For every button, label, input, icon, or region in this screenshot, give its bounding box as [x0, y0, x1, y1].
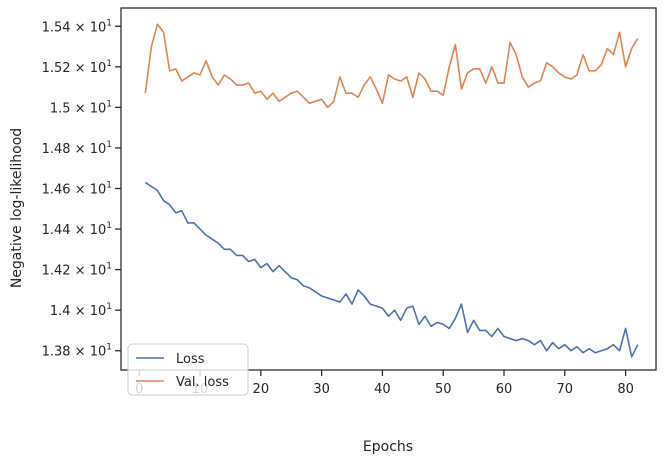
y-axis-ticks: 1.38 × 101 1.4 × 101 1.42 × 101 1.44 × 101 1…: [42, 18, 121, 360]
x-tick-label: 30: [313, 382, 330, 397]
y-tick-label: 1.5 × 101: [50, 99, 112, 116]
x-tick-label: 60: [496, 382, 513, 397]
y-tick-label: 1.48 × 101: [42, 140, 112, 157]
y-axis-label: Negative log-likelihood: [9, 128, 25, 288]
y-tick-label: 1.42 × 101: [42, 262, 112, 279]
y-tick-label: 1.38 × 101: [42, 343, 112, 360]
x-tick-label: 70: [557, 382, 574, 397]
x-axis-label: Epochs: [363, 439, 413, 455]
plot-background: [121, 8, 656, 370]
x-tick-label: 40: [374, 382, 391, 397]
y-tick-label: 1.44 × 101: [42, 221, 112, 238]
legend: Loss Val. loss: [127, 343, 249, 396]
legend-box: [127, 343, 249, 396]
series-line-val-loss: [144, 23, 639, 109]
y-tick-label: 1.46 × 101: [42, 180, 112, 197]
series-line-loss: [144, 181, 639, 358]
x-tick-label: 50: [435, 382, 452, 397]
y-tick-label: 1.4 × 101: [50, 302, 112, 319]
x-tick-label: 80: [617, 382, 634, 397]
y-tick-label: 1.52 × 101: [42, 59, 112, 76]
legend-label: Val. loss: [176, 375, 229, 390]
legend-label: Loss: [176, 352, 205, 367]
x-tick-label: 20: [253, 382, 270, 397]
y-tick-label: 1.54 × 101: [42, 18, 112, 35]
series-layer: [144, 23, 639, 358]
